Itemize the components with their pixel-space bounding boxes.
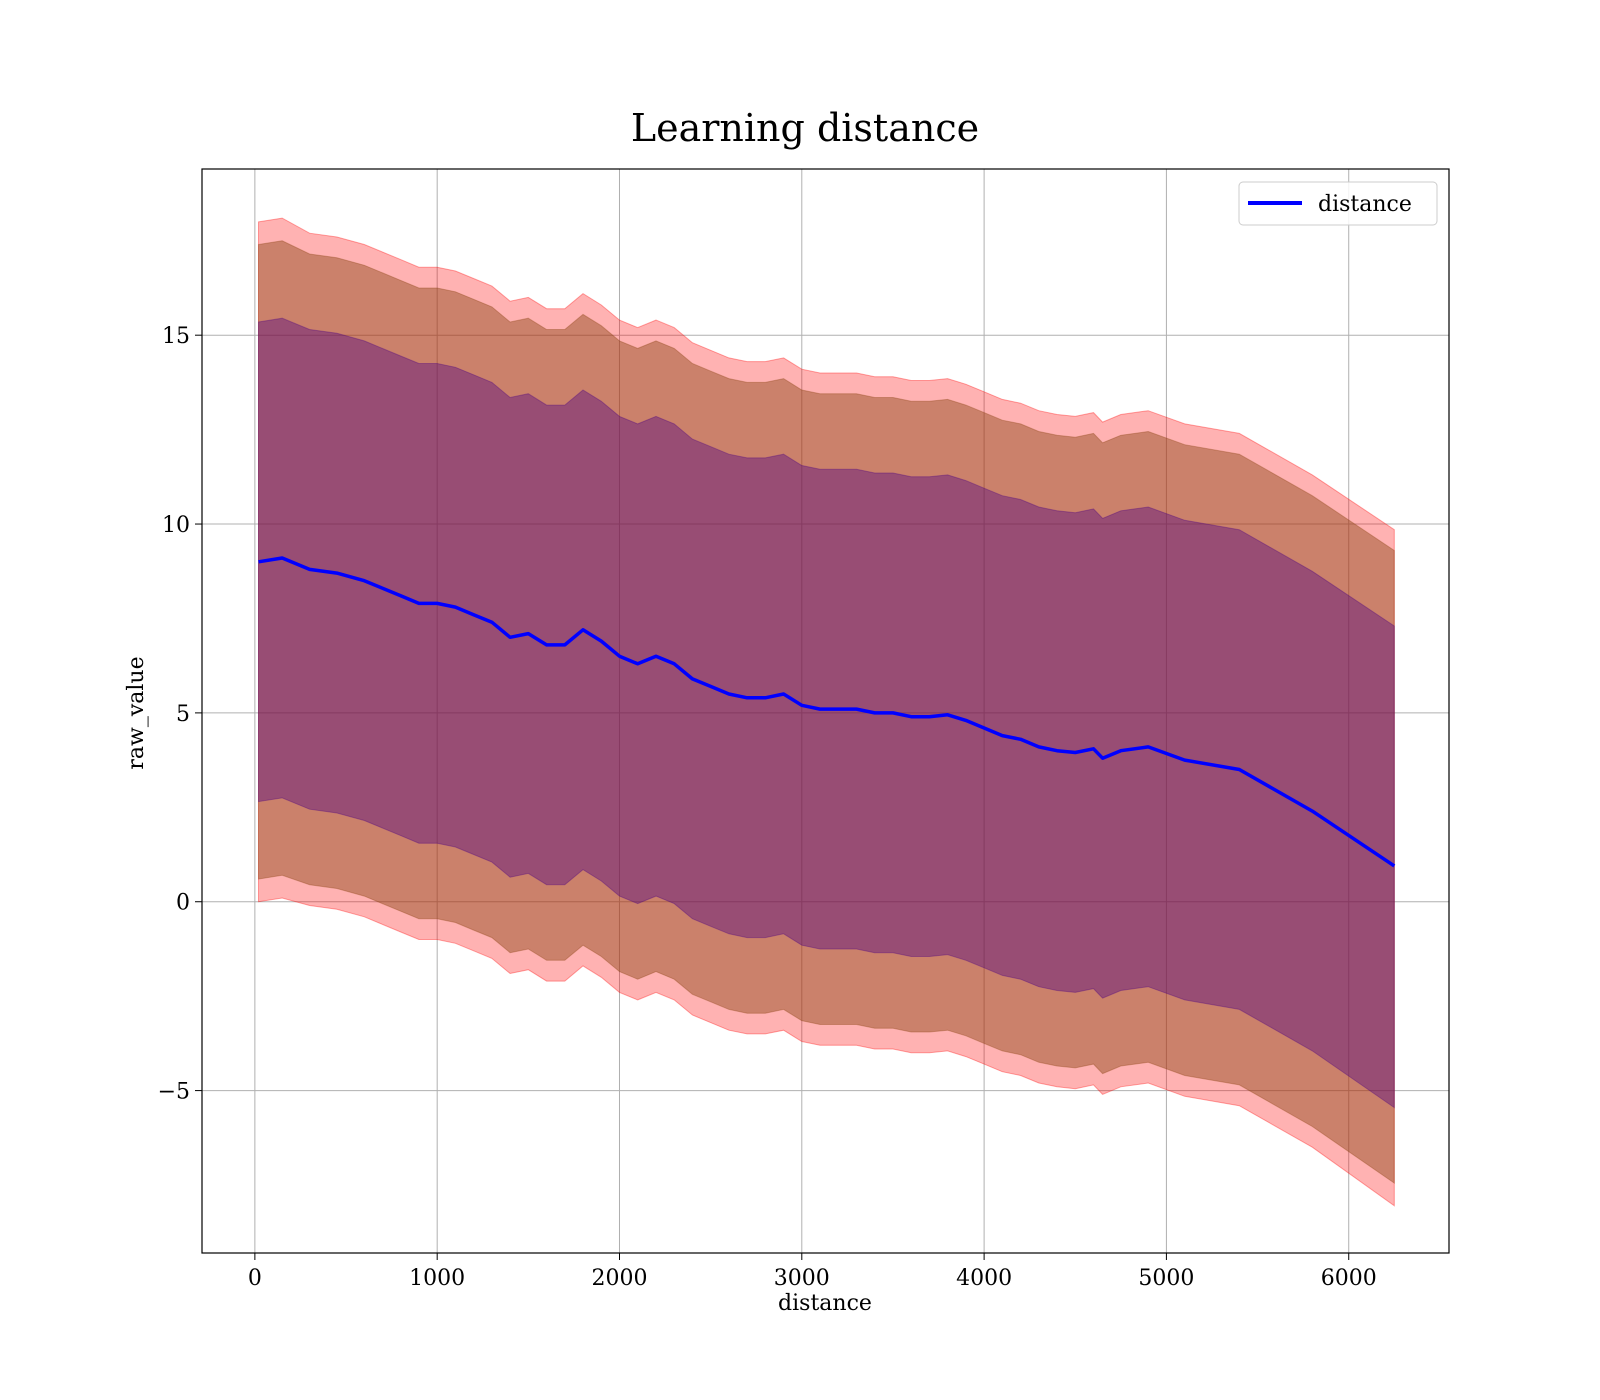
y-axis-ticks: −5 0 5 10 15	[158, 324, 202, 1105]
band-outer	[258, 217, 1395, 1207]
grid	[202, 169, 1449, 1253]
x-tick-label-1: 1000	[409, 1266, 465, 1291]
plot-frame	[201, 168, 1450, 1254]
confidence-bands	[258, 217, 1395, 1207]
chart-title: Learning distance	[631, 106, 979, 150]
x-tick-label-0: 0	[248, 1266, 262, 1291]
y-tick-label-1: 0	[176, 891, 190, 916]
y-axis-label: raw_value	[124, 656, 149, 769]
y-tick-label-3: 10	[162, 513, 190, 538]
x-tick-label-5: 5000	[1138, 1266, 1194, 1291]
legend-label-distance: distance	[1318, 192, 1412, 217]
x-tick-label-2: 2000	[591, 1266, 647, 1291]
x-tick-label-3: 3000	[774, 1266, 830, 1291]
legend: distance	[1238, 181, 1438, 226]
band-mid	[258, 240, 1395, 1185]
x-tick-label-6: 6000	[1321, 1266, 1377, 1291]
series-line-distance	[258, 556, 1396, 868]
x-axis-label: distance	[778, 1291, 872, 1316]
legend-box	[1238, 181, 1438, 226]
series-lines	[258, 556, 1396, 868]
x-tick-label-4: 4000	[956, 1266, 1012, 1291]
y-tick-label-4: 15	[162, 324, 190, 349]
y-tick-label-2: 5	[176, 702, 190, 727]
y-tick-label-0: −5	[158, 1080, 190, 1105]
x-axis-ticks: 0 1000 2000 3000 4000 5000 6000	[248, 1253, 1377, 1291]
band-inner	[258, 317, 1395, 1109]
